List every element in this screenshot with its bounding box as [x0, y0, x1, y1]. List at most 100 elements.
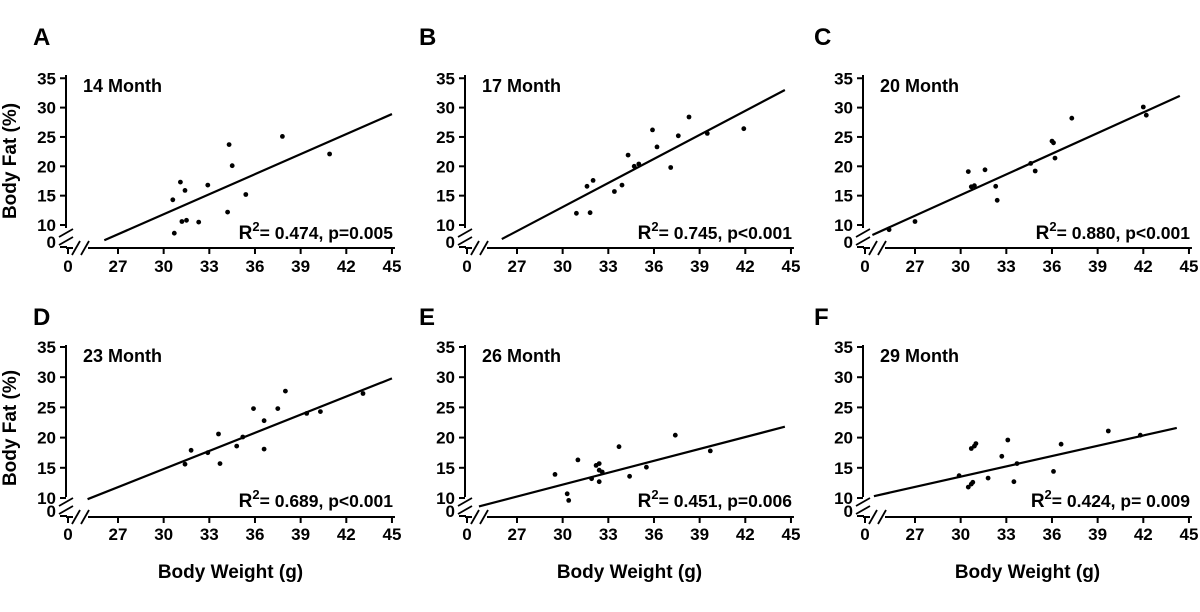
x-axis-break-mark	[71, 509, 81, 525]
y-tick-label: 0	[446, 502, 455, 521]
y-tick-label: 25	[834, 398, 853, 417]
data-point	[275, 406, 281, 411]
data-point	[956, 473, 962, 479]
data-point	[179, 219, 185, 224]
x-tick-label: 42	[736, 257, 755, 276]
y-tick-label: 10	[37, 216, 56, 235]
data-point	[1069, 115, 1075, 121]
data-point	[965, 169, 971, 175]
y-tick-label: 25	[834, 128, 853, 147]
y-tick-label: 25	[37, 398, 56, 417]
data-point	[184, 217, 189, 223]
y-axis-break-mark	[58, 497, 74, 507]
data-point	[261, 418, 267, 424]
data-point	[654, 144, 660, 150]
y-tick-label: 15	[436, 187, 455, 206]
y-axis-break-mark	[457, 505, 473, 515]
data-point	[587, 210, 593, 216]
y-axis-break-mark	[457, 497, 473, 507]
regression-line	[873, 426, 1178, 498]
x-tick-label: 0	[63, 525, 72, 544]
x-tick-label: 45	[781, 525, 800, 544]
data-point	[226, 142, 232, 148]
y-tick-label: 10	[37, 489, 56, 508]
y-tick-label: 0	[446, 233, 455, 252]
data-point	[912, 219, 918, 224]
x-axis-title: Body Weight (g)	[557, 562, 702, 583]
y-tick-label: 15	[834, 187, 853, 206]
data-point	[993, 183, 999, 189]
y-tick-label: 25	[436, 398, 455, 417]
data-point	[304, 411, 310, 416]
x-tick-label: 27	[109, 525, 128, 544]
y-axis-break-mark	[855, 236, 871, 246]
x-tick-label: 36	[1043, 525, 1062, 544]
data-point	[243, 192, 249, 197]
data-point	[668, 165, 674, 170]
x-tick-label: 45	[1179, 525, 1198, 544]
y-axis-break-mark	[855, 497, 871, 507]
data-point	[972, 183, 977, 189]
data-point	[589, 476, 594, 482]
data-point	[999, 453, 1005, 459]
data-point	[584, 183, 590, 189]
x-tick-label: 36	[645, 257, 664, 276]
panel-group-label: 17 Month	[482, 76, 561, 96]
data-point	[280, 134, 285, 139]
y-tick-label: 30	[37, 368, 56, 387]
x-axis-break-mark	[470, 240, 480, 256]
x-tick-label: 39	[291, 525, 310, 544]
y-tick-label: 25	[436, 128, 455, 147]
x-tick-label: 39	[690, 257, 709, 276]
y-tick-label: 25	[37, 128, 56, 147]
data-point	[1014, 461, 1020, 466]
data-point	[327, 151, 332, 157]
x-tick-label: 30	[553, 257, 572, 276]
data-point	[1137, 432, 1143, 438]
panel-letter: A	[33, 24, 50, 51]
x-tick-label: 0	[63, 257, 72, 276]
regression-line	[478, 425, 786, 508]
x-tick-label: 42	[1134, 257, 1153, 276]
x-tick-label: 45	[382, 257, 401, 276]
data-point	[170, 197, 176, 203]
x-tick-label: 42	[337, 525, 356, 544]
x-tick-label: 0	[860, 257, 869, 276]
x-tick-label: 33	[997, 525, 1016, 544]
panel-letter: E	[419, 304, 435, 331]
data-point	[216, 431, 221, 437]
data-point	[217, 461, 223, 466]
r2-annotation: R2= 0.451, p=0.006	[638, 487, 793, 512]
x-tick-label: 0	[462, 257, 471, 276]
x-axis-break-mark	[80, 509, 90, 525]
data-point	[251, 406, 256, 411]
data-point	[574, 210, 579, 216]
data-point	[225, 209, 231, 215]
y-axis-title: Body Fat (%)	[0, 103, 21, 219]
x-axis-break-mark	[470, 509, 480, 525]
x-tick-label: 33	[599, 525, 618, 544]
data-point	[1058, 441, 1064, 447]
data-point	[261, 446, 267, 452]
y-tick-label: 35	[834, 338, 853, 357]
x-tick-label: 30	[553, 525, 572, 544]
y-axis-break-mark	[855, 505, 871, 515]
panel-group-label: 20 Month	[880, 76, 959, 96]
data-point	[1032, 168, 1038, 174]
y-tick-label: 20	[37, 157, 56, 176]
data-point	[188, 447, 194, 453]
y-tick-label: 15	[37, 459, 56, 478]
data-point	[612, 189, 617, 194]
data-point	[171, 230, 177, 236]
y-tick-label: 30	[436, 368, 455, 387]
x-tick-label: 0	[462, 525, 471, 544]
data-point	[973, 441, 979, 446]
y-tick-label: 30	[37, 99, 56, 118]
y-axis-break-mark	[457, 236, 473, 246]
x-tick-label: 27	[508, 257, 527, 276]
y-tick-label: 35	[834, 69, 853, 88]
